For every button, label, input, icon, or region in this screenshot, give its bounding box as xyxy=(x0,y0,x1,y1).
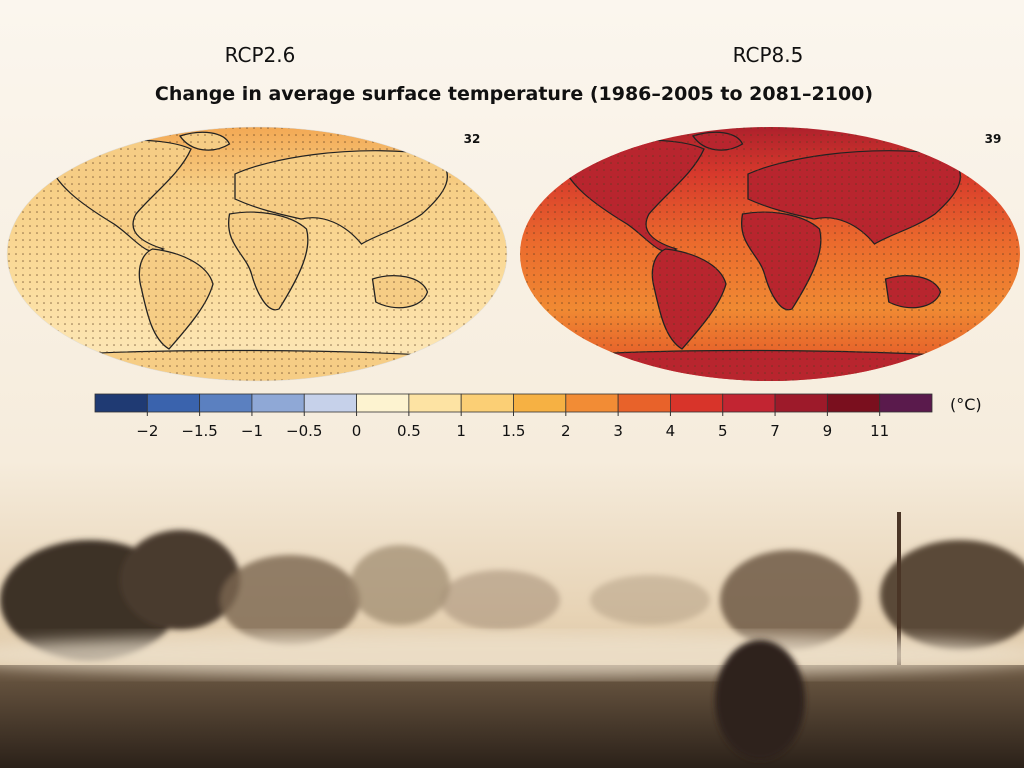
tree-line xyxy=(0,530,1024,660)
bush xyxy=(715,640,805,760)
tick-label: −2 xyxy=(136,422,158,440)
tick-label: 2 xyxy=(561,422,571,440)
utility-pole xyxy=(897,512,901,680)
tick-label: 4 xyxy=(666,422,676,440)
color-bin xyxy=(251,393,305,413)
panel-label: RCP2.6 xyxy=(225,43,296,67)
model-count: 39 xyxy=(985,132,1002,146)
tick-label: 3 xyxy=(613,422,623,440)
tick-label: −1 xyxy=(241,422,263,440)
map-rcp85 xyxy=(520,127,1020,381)
color-bin xyxy=(146,393,201,413)
tick-label: −1.5 xyxy=(181,422,217,440)
tick-label: 5 xyxy=(718,422,728,440)
tick-label: 9 xyxy=(823,422,833,440)
color-bin xyxy=(408,393,462,413)
color-bin xyxy=(826,393,881,413)
color-bin xyxy=(199,393,253,413)
tick-label: 1 xyxy=(456,422,466,440)
color-bin xyxy=(94,393,148,413)
color-bin xyxy=(722,393,776,413)
panel-label: RCP8.5 xyxy=(733,43,804,67)
color-bin xyxy=(356,393,410,413)
tick-label: 0 xyxy=(352,422,362,440)
figure-title: Change in average surface temperature (1… xyxy=(155,83,873,105)
tick-label: 1.5 xyxy=(502,422,526,440)
unit-label: (°C) xyxy=(950,395,982,414)
color-bin xyxy=(513,393,567,413)
tick-label: 7 xyxy=(770,422,780,440)
tick-label: 0.5 xyxy=(397,422,421,440)
color-bin xyxy=(565,393,619,413)
color-bin xyxy=(774,393,828,413)
fog xyxy=(0,633,1024,677)
color-bin xyxy=(303,393,357,413)
color-bin xyxy=(617,393,671,413)
model-count: 32 xyxy=(464,132,481,146)
color-bin xyxy=(460,393,514,413)
color-scale: −2 −1.5 −1 −0.5 0 0.5 1 1.5 2 3 4 5 7 9 11 xyxy=(94,393,933,440)
tick-label: 11 xyxy=(870,422,889,440)
map-rcp26 xyxy=(6,126,508,382)
color-bin xyxy=(879,393,933,413)
color-bin xyxy=(670,393,724,413)
field xyxy=(0,665,1024,768)
tick-label: −0.5 xyxy=(286,422,322,440)
